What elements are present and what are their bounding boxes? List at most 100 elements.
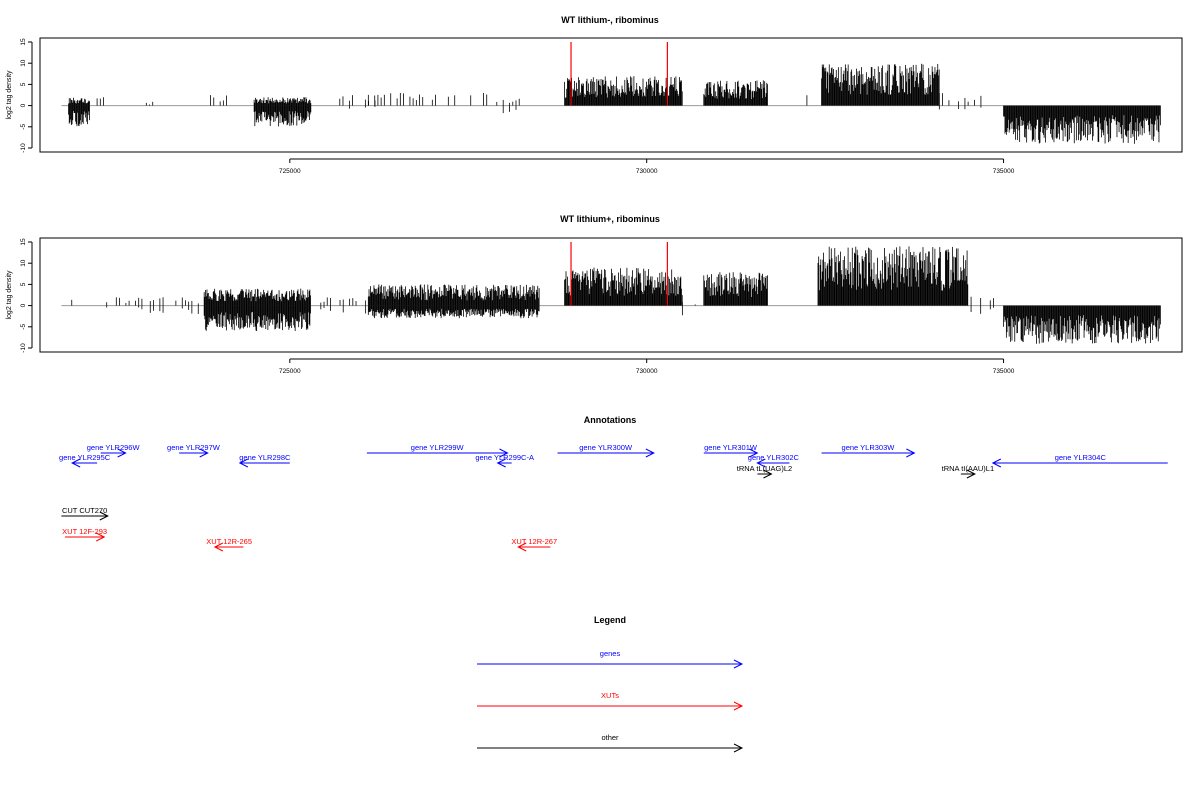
feature-gene[interactable]: gene YLR297W [167, 443, 221, 458]
plot-frame [39, 237, 1183, 353]
y-axis: -10 -5 0 5 10 15 [20, 238, 33, 353]
feature-arrow-head [238, 458, 249, 468]
feature-other[interactable]: tRNA tI(AAU)L1 [942, 464, 995, 479]
feature-arrow-head [749, 448, 759, 458]
feature-gene[interactable]: gene YLR295C [59, 453, 111, 468]
plot-frame [39, 37, 1183, 153]
feature-label: gene YLR304C [1055, 453, 1107, 462]
y-tick-label: 5 [20, 82, 27, 86]
x-axis: 725000 730000 735000 [279, 358, 1015, 375]
feature-gene[interactable]: gene YLR301W [703, 443, 759, 458]
feature-arrow-head [71, 458, 81, 468]
feature-gene[interactable]: gene YLR303W [821, 443, 916, 458]
feature-arrow-head [199, 448, 209, 458]
legend-item: genes [477, 649, 744, 669]
coverage-bars [61, 63, 1161, 144]
feature-arrow-head [906, 448, 916, 458]
feature-label: gene YLR296W [87, 443, 141, 452]
feature-label: gene YLR303W [842, 443, 896, 452]
feature-arrow-head [517, 542, 527, 552]
feature-label: XUT 12R-267 [511, 537, 557, 546]
feature-arrow-head [966, 469, 976, 479]
feature-gene[interactable]: gene YLR298C [238, 453, 291, 468]
feature-arrow-head [991, 458, 1002, 468]
feature-arrow-head [213, 542, 224, 552]
feature-label: gene YLR300W [579, 443, 633, 452]
feature-label: gene YLR295C [59, 453, 111, 462]
legend-items: genes XUTs other [477, 649, 744, 753]
y-tick-label: 10 [20, 59, 27, 67]
x-tick-label: 730000 [636, 368, 658, 375]
feature-other[interactable]: tRNA tL(UAG)L2 [737, 464, 792, 479]
y-axis-label: log2 tag density [6, 70, 13, 120]
feature-gene[interactable]: gene YLR300W [557, 443, 655, 458]
y-tick-label: -5 [20, 324, 27, 330]
x-tick-label: 730000 [636, 168, 658, 175]
feature-arrow-head [733, 743, 744, 753]
legend: Legend genes XUTs other [477, 615, 744, 753]
legend-item: XUTs [477, 691, 744, 711]
feature-label: tRNA tL(UAG)L2 [737, 464, 792, 473]
feature-label: gene YLR299W [411, 443, 465, 452]
y-tick-label: -10 [20, 143, 27, 153]
feature-arrow-head [499, 448, 509, 458]
legend-title: Legend [594, 615, 626, 625]
feature-gene[interactable]: gene YLR299W [366, 443, 509, 458]
coverage-bars [61, 246, 1161, 344]
feature-label: gene YLR299C-A [475, 453, 534, 462]
legend-label: genes [600, 649, 621, 658]
feature-xut[interactable]: XUT 12F-293 [62, 527, 107, 542]
feature-arrow-head [763, 469, 773, 479]
feature-label: XUT 12R-265 [206, 537, 252, 546]
feature-label: tRNA tI(AAU)L1 [942, 464, 995, 473]
y-tick-label: -5 [20, 124, 27, 130]
x-tick-label: 735000 [993, 168, 1015, 175]
feature-arrow-head [117, 448, 127, 458]
y-tick-label: 5 [20, 282, 27, 286]
feature-label: CUT CUT270 [62, 506, 107, 515]
x-tick-label: 735000 [993, 368, 1015, 375]
y-tick-label: 15 [20, 38, 27, 46]
x-axis: 725000 730000 735000 [279, 158, 1015, 175]
feature-other[interactable]: CUT CUT270 [61, 506, 109, 521]
feature-xut[interactable]: XUT 12R-265 [206, 537, 252, 552]
marker-lines [570, 242, 668, 306]
feature-xut[interactable]: XUT 12R-267 [511, 537, 557, 552]
feature-label: gene YLR298C [239, 453, 291, 462]
feature-arrow-head [645, 448, 655, 458]
x-tick-label: 725000 [279, 168, 301, 175]
y-tick-label: 15 [20, 238, 27, 246]
panel-title: WT lithium+, ribominus [560, 214, 660, 224]
y-axis-label: log2 tag density [6, 270, 13, 320]
marker-lines [570, 42, 668, 106]
feature-gene[interactable]: gene YLR304C [991, 453, 1168, 468]
feature-arrow-head [99, 511, 109, 521]
feature-gene[interactable]: gene YLR299C-A [475, 453, 534, 468]
y-tick-label: 10 [20, 259, 27, 267]
legend-label: XUTs [601, 691, 619, 700]
legend-item: other [477, 733, 744, 753]
feature-gene[interactable]: gene YLR302C [748, 453, 800, 468]
legend-label: other [601, 733, 619, 742]
y-tick-label: 0 [20, 103, 27, 107]
feature-arrow-head [733, 701, 744, 711]
feature-label: gene YLR302C [748, 453, 800, 462]
feature-arrow-head [96, 532, 106, 542]
track-panel-lithium-minus: WT lithium-, ribominus log2 tag density … [6, 15, 1183, 175]
y-tick-label: 0 [20, 303, 27, 307]
feature-arrow-head [756, 458, 766, 468]
track-panel-lithium-plus: WT lithium+, ribominus log2 tag density … [6, 214, 1183, 375]
y-tick-label: -10 [20, 343, 27, 353]
y-axis: -10 -5 0 5 10 15 [20, 38, 33, 153]
feature-label: XUT 12F-293 [62, 527, 107, 536]
feature-arrow-head [733, 659, 744, 669]
feature-gene[interactable]: gene YLR296W [87, 443, 141, 458]
x-tick-label: 725000 [279, 368, 301, 375]
panel-title: WT lithium-, ribominus [561, 15, 659, 25]
feature-arrow-head [496, 458, 506, 468]
feature-label: gene YLR301W [704, 443, 758, 452]
annotations-title: Annotations [584, 415, 637, 425]
